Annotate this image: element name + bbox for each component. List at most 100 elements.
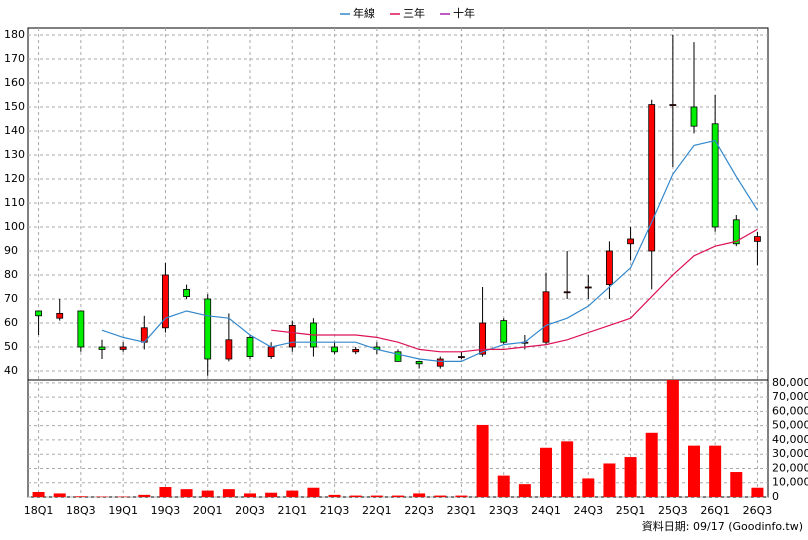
y-tick-label: 90 bbox=[4, 244, 18, 257]
candle-body bbox=[331, 346, 338, 353]
x-tick-label: 20Q3 bbox=[235, 504, 265, 517]
volume-bar bbox=[222, 489, 235, 497]
candle-body bbox=[732, 219, 740, 245]
candle-body bbox=[35, 310, 42, 317]
candle-body bbox=[225, 339, 233, 360]
volume-bar bbox=[392, 495, 404, 497]
volume-bar bbox=[751, 487, 764, 497]
y2-tick-label: 0 bbox=[772, 490, 779, 503]
candle-body bbox=[458, 356, 465, 358]
volume-panel bbox=[27, 379, 769, 498]
volume-bar bbox=[307, 487, 320, 497]
volume-bar bbox=[603, 463, 616, 497]
x-tick-label: 21Q3 bbox=[320, 504, 350, 517]
volume-bar bbox=[624, 457, 637, 497]
x-tick-label: 18Q3 bbox=[66, 504, 96, 517]
y-tick-label: 160 bbox=[4, 76, 25, 89]
candle-body bbox=[711, 123, 719, 228]
volume-bar bbox=[53, 493, 66, 497]
volume-bar bbox=[32, 492, 45, 497]
y-tick-label: 110 bbox=[4, 196, 25, 209]
candle-body bbox=[98, 346, 106, 350]
y-tick-label: 130 bbox=[4, 148, 25, 161]
candle-body bbox=[77, 310, 85, 348]
candle-body bbox=[436, 358, 444, 367]
candle-body bbox=[56, 312, 64, 319]
y-tick-label: 100 bbox=[4, 220, 25, 233]
footer: 資料日期: 09/17 (Goodinfo.tw) bbox=[642, 519, 803, 533]
candle-body bbox=[267, 346, 275, 357]
candle-body bbox=[352, 348, 360, 353]
candle-body bbox=[162, 274, 169, 329]
volume-bar bbox=[370, 495, 383, 497]
candle-body bbox=[606, 250, 613, 285]
y2-tick-label: 70,000 bbox=[772, 390, 808, 403]
legend-label: 三年 bbox=[403, 6, 425, 20]
x-tick-label: 19Q1 bbox=[108, 504, 138, 517]
volume-bar bbox=[265, 492, 278, 497]
candle-body bbox=[415, 360, 423, 365]
volume-bar bbox=[476, 424, 489, 497]
x-tick-label: 26Q1 bbox=[700, 504, 730, 517]
volume-bar bbox=[582, 478, 595, 497]
x-tick-label: 25Q1 bbox=[616, 504, 646, 517]
candle-body bbox=[394, 351, 402, 362]
x-tick-label: 22Q3 bbox=[404, 504, 434, 517]
volume-bar bbox=[328, 494, 341, 497]
volume-bar bbox=[349, 495, 362, 497]
volume-bar bbox=[497, 475, 510, 497]
candle-body bbox=[183, 288, 190, 297]
volume-bar bbox=[201, 490, 214, 497]
y-tick-label: 70 bbox=[4, 292, 18, 305]
ma-line bbox=[271, 228, 758, 353]
y2-tick-label: 10,000 bbox=[772, 476, 808, 489]
y-tick-label: 40 bbox=[4, 364, 18, 377]
y-tick-label: 80 bbox=[4, 268, 18, 281]
volume-bar bbox=[138, 494, 151, 497]
candle-body bbox=[627, 238, 634, 245]
y-tick-label: 120 bbox=[4, 172, 25, 185]
x-tick-label: 18Q1 bbox=[24, 504, 54, 517]
y-tick-label: 140 bbox=[4, 124, 25, 137]
volume-bar bbox=[455, 495, 468, 497]
volume-bar bbox=[730, 472, 743, 497]
x-tick-label: 19Q3 bbox=[151, 504, 181, 517]
volume-bar bbox=[666, 380, 679, 497]
y2-tick-label: 40,000 bbox=[772, 433, 808, 446]
x-tick-label: 23Q1 bbox=[447, 504, 477, 517]
volume-bar bbox=[518, 484, 531, 497]
volume-bar bbox=[180, 489, 193, 497]
candle-body bbox=[690, 106, 698, 127]
candle-body bbox=[479, 322, 486, 355]
y2-tick-label: 20,000 bbox=[772, 461, 808, 474]
y2-tick-label: 80,000 bbox=[772, 376, 808, 389]
volume-bar bbox=[286, 490, 299, 497]
x-tick-label: 24Q3 bbox=[573, 504, 603, 517]
candle-body bbox=[754, 236, 761, 242]
ma-line bbox=[101, 139, 758, 362]
y2-tick-label: 30,000 bbox=[772, 447, 808, 460]
candle-body bbox=[288, 324, 296, 348]
candle-body bbox=[648, 104, 656, 252]
volume-bar bbox=[709, 445, 722, 497]
volume-bar bbox=[561, 441, 574, 497]
x-tick-label: 23Q3 bbox=[489, 504, 519, 517]
x-tick-label: 25Q3 bbox=[658, 504, 688, 517]
price-panel bbox=[27, 27, 769, 381]
x-tick-label: 22Q1 bbox=[362, 504, 392, 517]
candle-body bbox=[542, 291, 550, 343]
volume-bar bbox=[645, 432, 658, 497]
x-tick-label: 24Q1 bbox=[531, 504, 561, 517]
candle-body bbox=[119, 346, 127, 350]
x-tick-label: 21Q1 bbox=[277, 504, 307, 517]
y-tick-label: 50 bbox=[4, 340, 18, 353]
y-tick-label: 60 bbox=[4, 316, 18, 329]
volume-bar bbox=[244, 493, 256, 497]
y2-tick-label: 60,000 bbox=[772, 404, 808, 417]
x-tick-label: 26Q3 bbox=[743, 504, 773, 517]
y-tick-label: 180 bbox=[4, 28, 25, 41]
volume-bar bbox=[74, 496, 87, 497]
volume-bar bbox=[434, 495, 447, 497]
y-tick-label: 170 bbox=[4, 52, 25, 65]
